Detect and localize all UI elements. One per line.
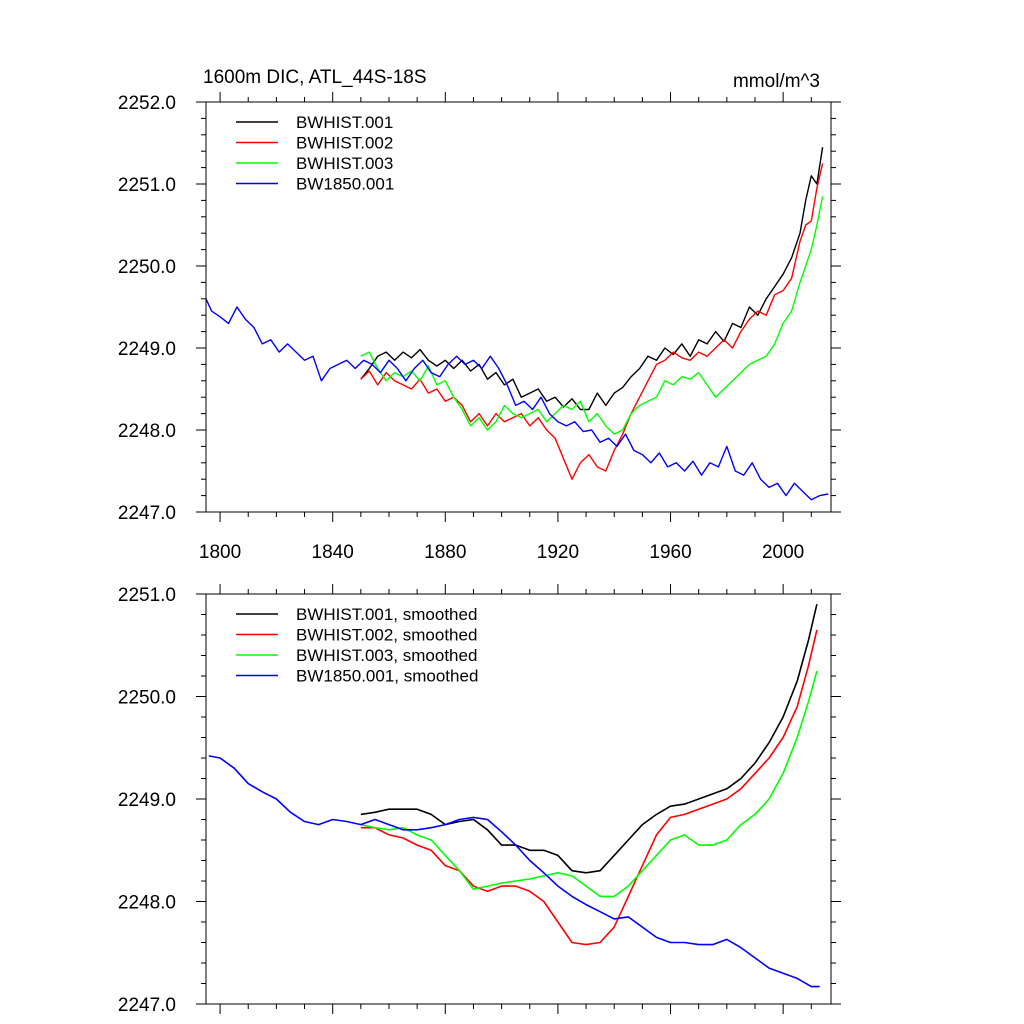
y-tick-label: 2252.0 <box>118 93 176 114</box>
bottom-panel: 2247.0 2248.0 2249.0 2250.0 2251.0 BWHIST.00… <box>118 584 841 1016</box>
chart-title: 1600m DIC, ATL_44S-18S <box>203 67 427 88</box>
top-plot-frame <box>205 101 832 513</box>
bottom-plot-frame <box>205 593 832 1005</box>
y-tick-label: 2247.0 <box>118 995 176 1016</box>
series-line-2 <box>360 629 818 946</box>
series-line-2 <box>360 163 824 480</box>
x-tick-label: 1920 <box>537 542 579 563</box>
top-panel: 1600m DIC, ATL_44S-18S mmol/m^3 1800 1840… <box>118 67 841 563</box>
series-line-1 <box>360 604 818 874</box>
y-tick-label: 2247.0 <box>118 503 176 524</box>
y-tick-label: 2251.0 <box>118 585 176 606</box>
series-line-1 <box>360 146 824 411</box>
y-tick-label: 2249.0 <box>118 790 176 811</box>
legend-label: BWHIST.002 <box>296 134 393 153</box>
series-line-3 <box>360 670 818 898</box>
y-tick-label: 2251.0 <box>118 175 176 196</box>
y-tick-label: 2250.0 <box>118 688 176 709</box>
x-tick-label: 1960 <box>649 542 691 563</box>
x-tick-label: 1800 <box>199 542 241 563</box>
series-line-4 <box>205 298 829 501</box>
y-tick-label: 2249.0 <box>118 339 176 360</box>
legend-label: BWHIST.001, smoothed <box>296 605 477 624</box>
legend-label: BWHIST.001 <box>296 113 393 132</box>
x-tick-label: 2000 <box>762 542 804 563</box>
x-tick-label: 1840 <box>312 542 354 563</box>
legend-label: BW1850.001 <box>296 175 394 194</box>
y-tick-label: 2250.0 <box>118 257 176 278</box>
series-line-3 <box>360 196 824 435</box>
legend-label: BWHIST.002, smoothed <box>296 626 477 645</box>
x-tick-label: 1880 <box>424 542 466 563</box>
legend-label: BW1850.001, smoothed <box>296 667 478 686</box>
units-label: mmol/m^3 <box>733 71 820 92</box>
legend-label: BWHIST.003, smoothed <box>296 646 477 665</box>
y-tick-label: 2248.0 <box>118 893 176 914</box>
legend-label: BWHIST.003 <box>296 154 393 173</box>
y-tick-label: 2248.0 <box>118 421 176 442</box>
series-line-4 <box>208 755 820 988</box>
